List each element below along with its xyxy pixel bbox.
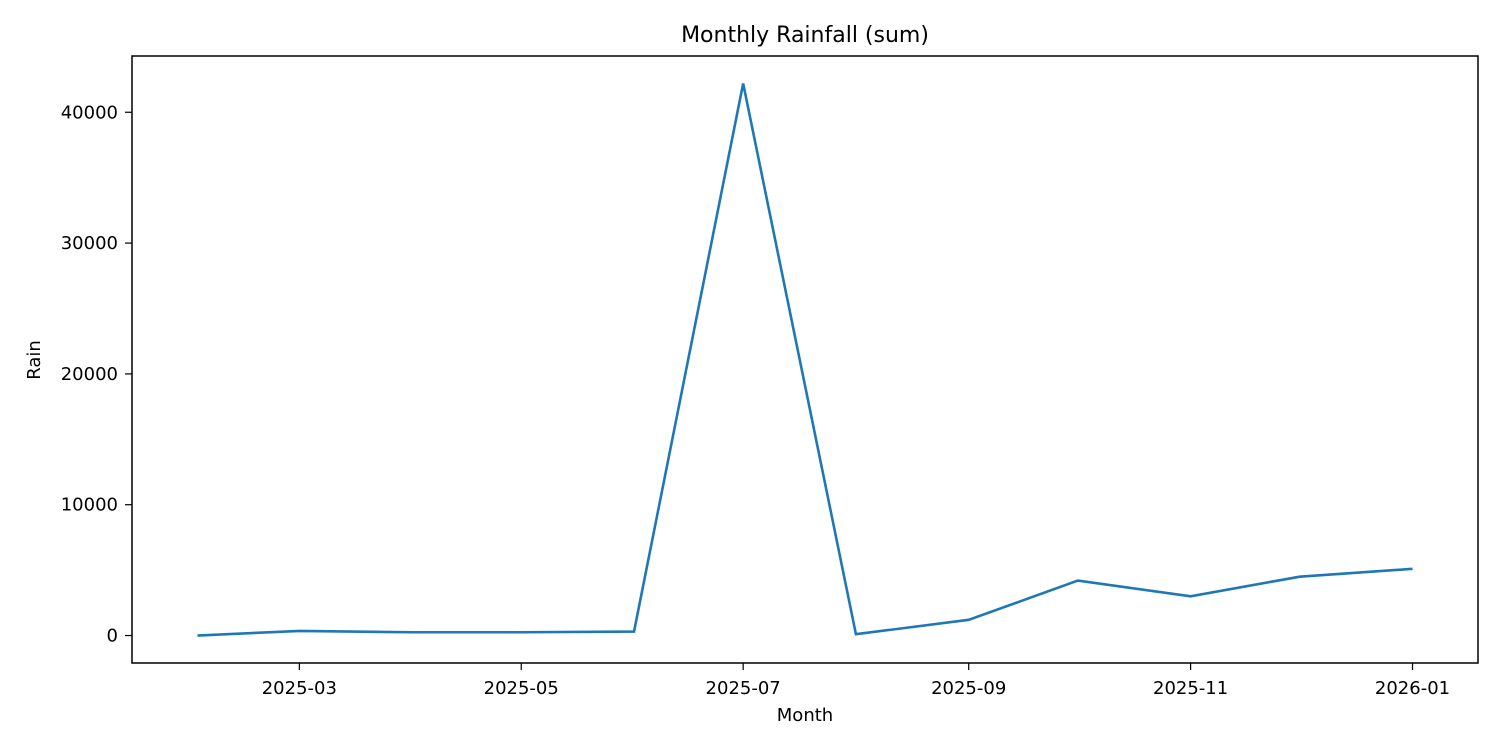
y-tick-label: 20000 [61,364,118,385]
y-tick-label: 30000 [61,233,118,254]
y-tick-label: 10000 [61,495,118,516]
y-axis: 0 10000 20000 30000 40000 [61,102,132,647]
y-axis-label: Rain [24,340,45,380]
chart-title: Monthly Rainfall (sum) [681,23,929,48]
x-tick-label: 2026-01 [1375,678,1450,699]
x-tick-label: 2025-05 [484,678,559,699]
y-tick-label: 0 [107,626,118,647]
x-tick-label: 2025-07 [706,678,781,699]
y-tick-label: 40000 [61,102,118,123]
x-axis-label: Month [777,705,833,726]
x-axis: 2025-03 2025-05 2025-07 2025-09 2025-11 2026-… [262,663,1450,699]
x-tick-label: 2025-09 [931,678,1006,699]
plot-area-frame [131,55,1479,664]
x-tick-label: 2025-03 [262,678,337,699]
series-line-0 [197,83,1413,637]
series-group [197,83,1413,637]
x-tick-label: 2025-11 [1153,678,1228,699]
